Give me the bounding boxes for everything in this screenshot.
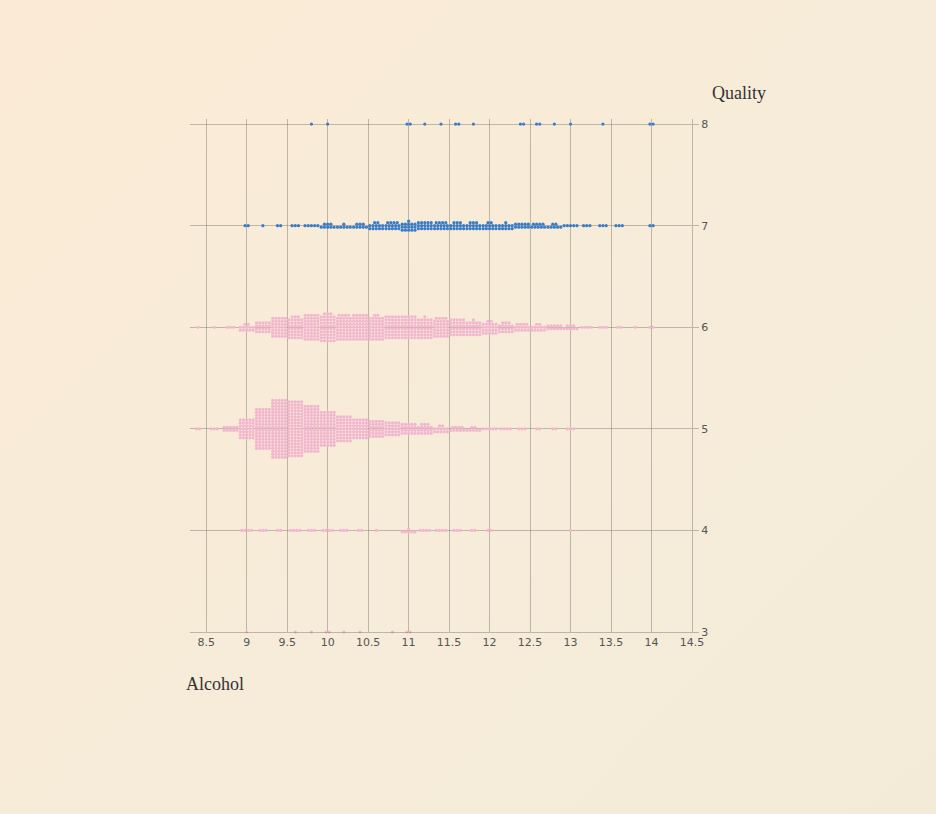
svg-text:8.5: 8.5 xyxy=(197,636,215,649)
svg-text:Quality: Quality xyxy=(712,83,766,103)
svg-text:7: 7 xyxy=(701,220,708,233)
svg-text:11.5: 11.5 xyxy=(437,636,462,649)
svg-text:14.5: 14.5 xyxy=(680,636,705,649)
svg-text:13: 13 xyxy=(564,636,578,649)
svg-text:10: 10 xyxy=(321,636,335,649)
svg-text:4: 4 xyxy=(701,524,708,537)
svg-text:5: 5 xyxy=(701,423,708,436)
svg-text:6: 6 xyxy=(701,321,708,334)
svg-text:12.5: 12.5 xyxy=(518,636,543,649)
svg-text:10.5: 10.5 xyxy=(356,636,381,649)
svg-text:8: 8 xyxy=(701,118,708,131)
svg-text:9: 9 xyxy=(243,636,250,649)
svg-text:3: 3 xyxy=(701,626,708,639)
svg-text:12: 12 xyxy=(483,636,497,649)
svg-text:14: 14 xyxy=(645,636,659,649)
svg-text:Alcohol: Alcohol xyxy=(186,674,244,694)
svg-text:9.5: 9.5 xyxy=(278,636,296,649)
svg-text:11: 11 xyxy=(402,636,416,649)
svg-text:13.5: 13.5 xyxy=(599,636,624,649)
